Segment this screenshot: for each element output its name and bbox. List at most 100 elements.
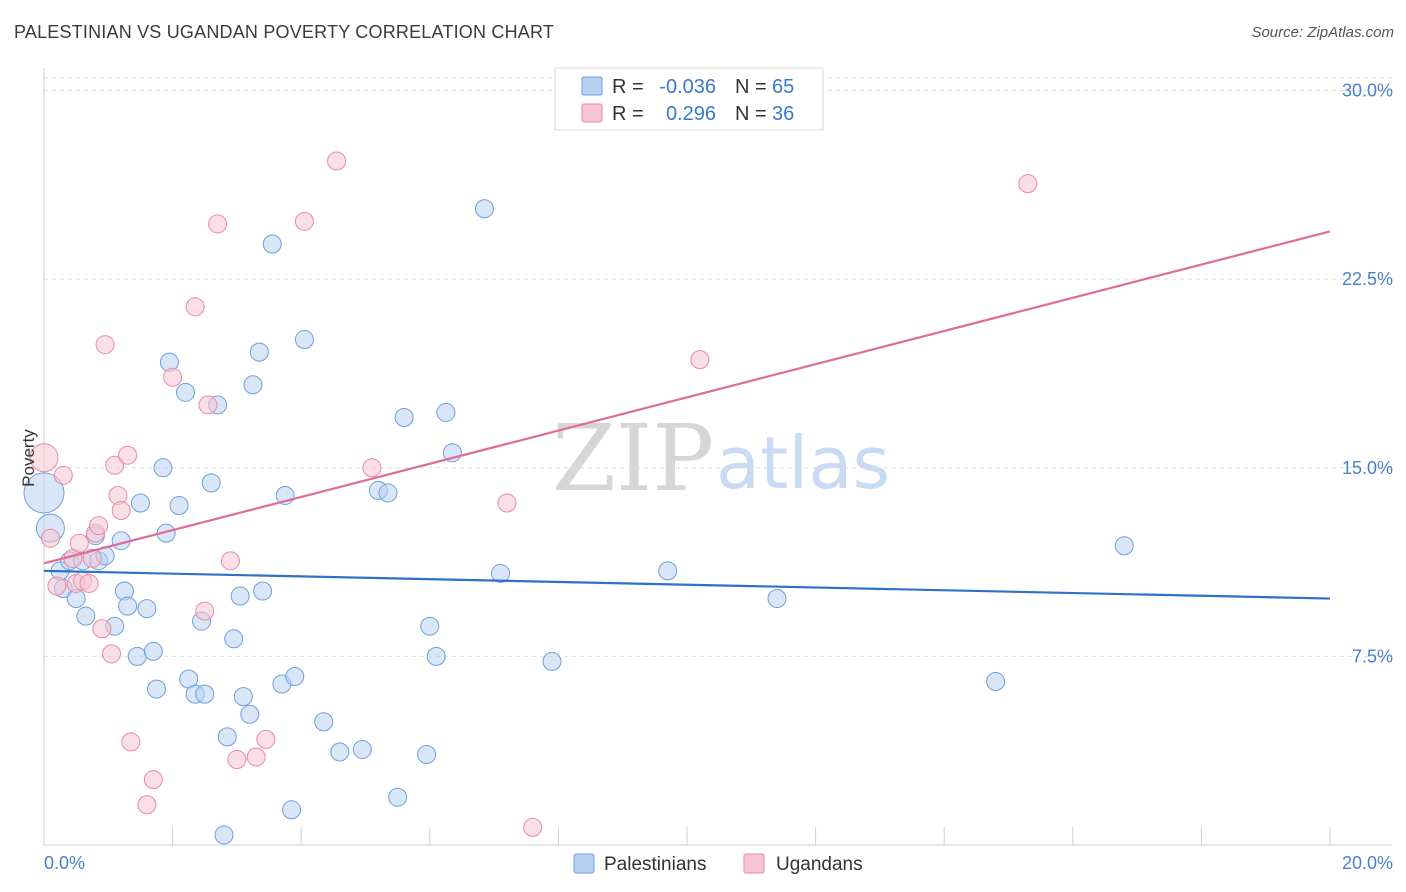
palestinians-point (118, 596, 138, 616)
watermark: ZIP atlas (552, 405, 890, 512)
legend-swatch-pink (581, 103, 603, 123)
tick-labels: 7.5% 15.0% 22.5% 30.0% 0.0% 20.0% (44, 81, 1393, 873)
palestinians-point (986, 672, 1006, 692)
palestinians-point (253, 581, 273, 601)
palestinians-point (491, 563, 511, 583)
grid (44, 77, 1392, 657)
palestinians-point (230, 586, 250, 606)
ugandans-point (95, 335, 115, 355)
palestinians-point (214, 825, 234, 845)
legend-n-label-pink: N = (735, 103, 767, 125)
legend-r-value-pink: 0.296 (666, 103, 716, 125)
y-tick-label: 15.0% (1342, 458, 1393, 478)
bottom-legend-ugandans: Ugandans (776, 854, 863, 875)
y-tick-label: 30.0% (1342, 81, 1393, 101)
ugandans-point (362, 458, 382, 478)
ugandans-point (40, 528, 60, 548)
ugandans-points (29, 151, 1038, 837)
legend-r-label-pink: R = (612, 103, 644, 125)
ugandans-point (69, 533, 89, 553)
bottom-legend-palestinians: Palestinians (604, 854, 706, 875)
palestinians-point (330, 742, 350, 762)
ugandans-point (89, 516, 109, 536)
ugandans-point (227, 749, 247, 769)
palestinians-point (130, 493, 150, 513)
palestinians-point (201, 473, 221, 493)
palestinians-point (542, 651, 562, 671)
palestinians-point (436, 402, 456, 422)
watermark-atlas: atlas (716, 421, 890, 505)
palestinians-point (426, 646, 446, 666)
ugandans-point (198, 395, 218, 415)
palestinians-point (1114, 536, 1134, 556)
ugandans-point (79, 573, 99, 593)
legend-n-value-blue: 65 (772, 76, 794, 98)
ugandans-point (118, 445, 138, 465)
palestinians-point (224, 629, 244, 649)
ugandans-point (523, 817, 543, 837)
palestinians-point (417, 744, 437, 764)
palestinians-point (217, 727, 237, 747)
ugandans-point (105, 455, 125, 475)
ugandans-point (294, 211, 314, 231)
ugandans-point (185, 297, 205, 317)
y-tick-label: 22.5% (1342, 269, 1393, 289)
ugandans-point (208, 214, 228, 234)
ugandans-point (327, 151, 347, 171)
bottom-legend-swatch-blue (573, 853, 595, 874)
ugandans-point (111, 501, 131, 521)
chart-title: PALESTINIAN VS UGANDAN POVERTY CORRELATI… (14, 22, 555, 42)
legend-r-value-blue: -0.036 (659, 76, 716, 98)
ugandans-point (143, 770, 163, 790)
legend-r-label-blue: R = (612, 76, 644, 98)
palestinians-point (378, 483, 398, 503)
ugandans-point (195, 601, 215, 621)
palestinians-point (233, 687, 253, 707)
trend-lines (43, 230, 1331, 600)
palestinians-point (147, 679, 167, 699)
palestinians-point (137, 599, 157, 619)
palestinians-point (143, 641, 163, 661)
palestinians-point (153, 458, 173, 478)
legend-swatch-blue (581, 76, 603, 96)
palestinians-point (127, 646, 147, 666)
ugandans-point (47, 576, 67, 596)
palestinians-point (282, 800, 302, 820)
palestinians-point (388, 787, 408, 807)
palestinians-point (76, 606, 96, 626)
palestinians-point (23, 472, 65, 514)
palestinians-point (243, 375, 263, 395)
legend: R = -0.036 N = 65 R = 0.296 N = 36 (554, 67, 824, 131)
palestinians-point (420, 616, 440, 636)
palestinians-point (169, 496, 189, 516)
x-tick-label-min: 0.0% (44, 853, 85, 873)
y-axis-title: Poverty (19, 429, 38, 487)
palestinians-point (249, 342, 269, 362)
ugandans-point (92, 619, 112, 639)
ugandans-point (102, 644, 122, 664)
palestinians-point (195, 684, 215, 704)
ugandans-point (256, 729, 276, 749)
ugandans-point (1018, 174, 1038, 194)
x-tick-label-max: 20.0% (1342, 853, 1393, 873)
watermark-zip: ZIP (552, 405, 714, 512)
palestinians-point (394, 407, 414, 427)
palestinians-point (474, 199, 494, 219)
ugandans-point (82, 548, 102, 568)
ugandans-point (690, 350, 710, 370)
bottom-legend-swatch-pink (743, 853, 765, 874)
chart-source: Source: ZipAtlas.com (1251, 24, 1394, 41)
palestinians-point (314, 712, 334, 732)
legend-n-value-pink: 36 (772, 103, 794, 125)
ugandans-point (137, 795, 157, 815)
palestinians-point (767, 589, 787, 609)
bottom-legend: Palestinians Ugandans (573, 853, 863, 875)
ugandans-point (497, 493, 517, 513)
ugandans-point (53, 465, 73, 485)
y-tick-label: 7.5% (1352, 646, 1393, 666)
ugandans-point (246, 747, 266, 767)
ugandans-point (121, 732, 141, 752)
palestinians-point (658, 561, 678, 581)
palestinians-point (240, 704, 260, 724)
